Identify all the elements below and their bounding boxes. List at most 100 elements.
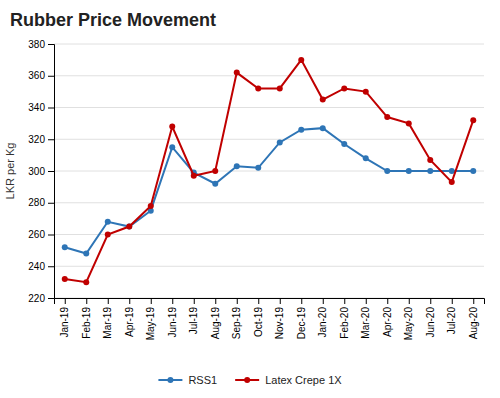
point (384, 168, 390, 174)
tick: 380 (28, 39, 54, 50)
tick-label: 380 (28, 39, 45, 50)
tick-label: Jun-19 (167, 307, 178, 338)
tick-label: Jan-20 (317, 307, 328, 338)
tick: 360 (28, 70, 54, 81)
point (427, 157, 433, 163)
tick-mark (48, 76, 54, 77)
tick-label: 300 (28, 166, 45, 177)
tick: 340 (28, 102, 54, 113)
tick-label: 240 (28, 261, 45, 272)
tick: Oct-19 (253, 298, 264, 337)
tick: Jan-19 (59, 298, 70, 338)
point (363, 155, 369, 161)
tick: Jan-20 (317, 298, 328, 338)
tick: 280 (28, 197, 54, 208)
tick-mark (86, 298, 87, 304)
tick: Jun-19 (167, 298, 178, 338)
tick-label: Feb-19 (81, 307, 92, 339)
point (470, 168, 476, 174)
tick-label: Jul-20 (446, 307, 457, 335)
tick: Jul-19 (188, 298, 199, 334)
tick-mark (409, 298, 410, 304)
grid-line (54, 44, 484, 45)
point (298, 57, 304, 63)
point (470, 117, 476, 123)
tick-label: 340 (28, 102, 45, 113)
grid-line (54, 139, 484, 140)
tick-label: Mar-20 (360, 307, 371, 339)
point (234, 163, 240, 169)
tick-mark (323, 298, 324, 304)
series (62, 125, 477, 256)
point (255, 165, 261, 171)
tick-label: Feb-20 (339, 307, 350, 339)
point (449, 179, 455, 185)
grid-line (54, 234, 484, 235)
tick-mark (452, 298, 453, 304)
marks (62, 57, 477, 285)
tick-mark (430, 298, 431, 304)
title: Rubber Price Movement (10, 10, 216, 30)
tick: 300 (28, 166, 54, 177)
tick: 260 (28, 229, 54, 240)
tick-mark (48, 171, 54, 172)
tick-mark (280, 298, 281, 304)
tick-mark (48, 139, 54, 140)
legend-item: RSS1 (158, 374, 217, 386)
point (105, 219, 111, 225)
tick: Aug-19 (210, 298, 221, 339)
tick: 240 (28, 261, 54, 272)
point (169, 144, 175, 150)
tick-mark (48, 44, 54, 45)
tick: Mar-19 (102, 298, 113, 339)
y-axis: 220240260280300320340360380 (28, 39, 54, 304)
tick-label: 360 (28, 70, 45, 81)
tick-mark (237, 298, 238, 304)
axis-line (48, 45, 55, 299)
point (212, 181, 218, 187)
tick-label: 280 (28, 197, 45, 208)
tick-label: Jul-19 (188, 307, 199, 335)
point (427, 168, 433, 174)
tick-mark (172, 298, 173, 304)
point (126, 224, 132, 230)
tick-mark (48, 298, 54, 299)
tick: Apr-19 (124, 298, 135, 337)
x-axis: Jan-19Feb-19Mar-19Apr-19May-19Jun-19Jul-… (55, 298, 485, 340)
tick: Feb-20 (339, 298, 350, 339)
point (406, 120, 412, 126)
tick: May-20 (403, 298, 414, 340)
chart: Rubber Price Movement2202402602803003203… (0, 0, 500, 398)
tick: Feb-19 (81, 298, 92, 339)
point (62, 276, 68, 282)
line (65, 128, 474, 253)
grid (54, 44, 484, 298)
grid-line (54, 107, 484, 108)
legend-marker (167, 377, 173, 383)
tick-label: Jan-19 (59, 307, 70, 338)
point (105, 232, 111, 238)
point (384, 114, 390, 120)
tick-label: 260 (28, 229, 45, 240)
tick: Mar-20 (360, 298, 371, 339)
point (341, 141, 347, 147)
point (320, 125, 326, 131)
point (62, 244, 68, 250)
point (83, 279, 89, 285)
tick-label: Dec-19 (296, 307, 307, 340)
tick: Jul-20 (446, 298, 457, 334)
tick-label: 320 (28, 134, 45, 145)
tick-label: Sep-19 (231, 307, 242, 340)
tick-label: May-20 (403, 307, 414, 341)
axis-line (55, 299, 485, 305)
line (65, 60, 474, 282)
legend-label: RSS1 (188, 374, 217, 386)
tick-mark (194, 298, 195, 304)
tick-label: Aug-19 (210, 307, 221, 340)
point (298, 127, 304, 133)
point (169, 124, 175, 130)
point (277, 139, 283, 145)
point (126, 224, 132, 230)
point (277, 85, 283, 91)
tick-mark (65, 298, 66, 304)
